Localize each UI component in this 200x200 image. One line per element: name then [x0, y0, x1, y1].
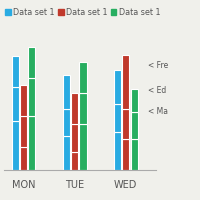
Bar — [12, 121, 19, 170]
Bar — [63, 109, 70, 136]
Bar — [79, 124, 87, 170]
Bar — [131, 112, 138, 139]
Text: < Ed: < Ed — [148, 86, 166, 95]
Bar — [28, 116, 35, 170]
Bar — [122, 55, 129, 109]
Bar — [122, 109, 129, 139]
Text: < Ma: < Ma — [148, 107, 168, 116]
Bar — [28, 47, 35, 78]
Bar — [71, 124, 78, 152]
Text: < Fre: < Fre — [148, 61, 168, 70]
Bar — [71, 93, 78, 124]
Bar — [114, 132, 121, 170]
Bar — [12, 56, 19, 87]
Bar — [20, 85, 27, 116]
Bar — [114, 104, 121, 132]
Bar — [28, 78, 35, 116]
Bar — [114, 70, 121, 104]
Bar — [63, 75, 70, 109]
Bar — [63, 136, 70, 170]
Bar — [71, 152, 78, 170]
Bar — [79, 93, 87, 124]
Bar — [131, 89, 138, 112]
Bar — [79, 62, 87, 93]
Bar — [122, 139, 129, 170]
Bar — [131, 139, 138, 170]
Bar — [12, 87, 19, 121]
Bar — [20, 116, 27, 147]
Bar — [20, 147, 27, 170]
Legend: Data set 1, Data set 1, Data set 1: Data set 1, Data set 1, Data set 1 — [2, 5, 164, 20]
